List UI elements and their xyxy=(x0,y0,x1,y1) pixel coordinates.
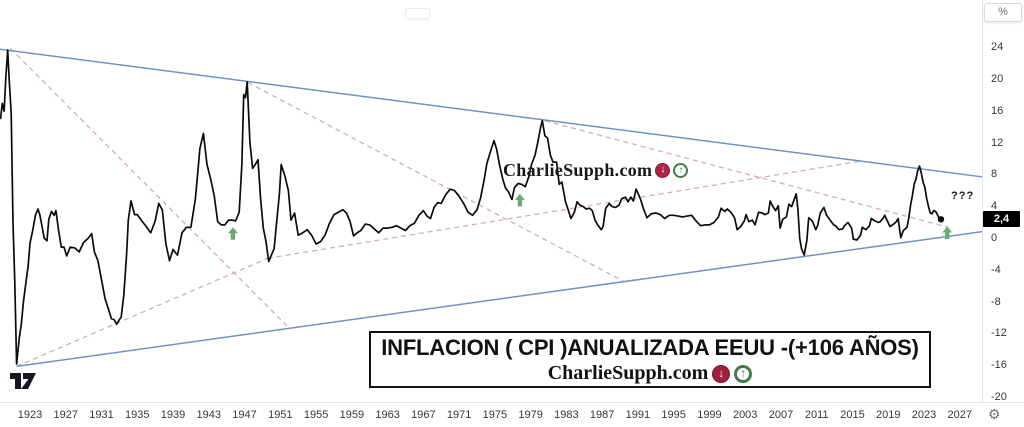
price-axis-tick: 8 xyxy=(991,168,998,181)
gear-icon[interactable]: ⚙ xyxy=(988,406,1001,422)
time-axis-tick: 1963 xyxy=(375,409,400,421)
red-down-arrow-icon: ↓ xyxy=(712,364,731,383)
fan-trendline-dashed xyxy=(247,82,624,282)
green-up-arrow-icon: ↑ xyxy=(734,364,753,383)
price-axis-tick: 0 xyxy=(991,231,998,244)
time-axis-tick: 2023 xyxy=(911,409,937,421)
fan-trendline-dashed xyxy=(544,120,949,228)
green-up-arrow-marker xyxy=(514,193,525,207)
price-axis-tick: -8 xyxy=(991,295,1001,308)
price-axis-tick: 16 xyxy=(991,104,1004,117)
time-axis-tick: 2007 xyxy=(768,409,794,421)
time-axis-tick: 2003 xyxy=(732,409,758,421)
time-axis-tick: 1943 xyxy=(196,409,222,421)
percent-scale-button[interactable]: % xyxy=(984,3,1022,22)
time-axis-tick: 1923 xyxy=(17,409,43,421)
time-axis-tick: 1995 xyxy=(661,409,686,421)
chart-title-box[interactable]: INFLACION ( CPI )ANUALIZADA EEUU -(+106 … xyxy=(369,331,931,388)
price-axis-tick: 4 xyxy=(991,200,998,213)
time-axis-tick: 1947 xyxy=(232,409,257,421)
price-axis-tick: 12 xyxy=(991,136,1004,149)
red-down-arrow-icon: ↓ xyxy=(655,163,671,178)
time-axis-tick: 1979 xyxy=(518,409,543,421)
price-axis-tick: -20 xyxy=(991,390,1007,403)
price-axis-tick: -4 xyxy=(991,263,1001,276)
cpi-series-line xyxy=(0,49,942,365)
green-up-arrow-marker xyxy=(942,226,953,239)
chart-title-text: INFLACION ( CPI )ANUALIZADA EEUU -(+106 … xyxy=(381,335,919,360)
time-axis[interactable]: 1923 1927 1931 1935 1939 1943 1947 1951 1955 1959… xyxy=(0,402,1024,427)
time-axis-tick: 1987 xyxy=(589,409,615,421)
tradingview-logo-icon[interactable] xyxy=(10,372,37,390)
fan-trendline-dashed xyxy=(9,47,291,330)
time-axis-tick: 1983 xyxy=(554,409,579,421)
green-up-arrow-icon: ↑ xyxy=(673,163,689,178)
title-watermark-text: CharlieSupph.com xyxy=(547,362,709,384)
time-axis-tick: 1975 xyxy=(482,409,508,421)
time-axis-tick: 1931 xyxy=(89,409,114,421)
time-axis-tick: 1951 xyxy=(268,409,293,421)
watermark-text: CharlieSupph.com xyxy=(503,160,653,180)
time-axis-tick: 2027 xyxy=(947,409,972,421)
time-axis-tick: 2015 xyxy=(840,409,865,421)
last-price-label: 2,4 xyxy=(983,211,1020,228)
price-axis-tick: -12 xyxy=(991,327,1007,340)
time-axis-tick: 1955 xyxy=(303,409,329,421)
time-axis-tick: 1959 xyxy=(339,409,365,421)
time-axis-tick: 1991 xyxy=(625,409,651,421)
time-axis-tick: 1935 xyxy=(125,409,150,421)
time-axis-tick: 1967 xyxy=(411,409,436,421)
upper-resistance-line xyxy=(0,48,985,178)
time-axis-tick: 2019 xyxy=(875,409,901,421)
lower-support-line xyxy=(16,230,985,368)
price-axis[interactable]: 24 20 16 12 8 4 0 -4 -8 -12 -16 -20 xyxy=(982,0,1024,403)
time-axis-tick: 1971 xyxy=(446,409,472,421)
time-axis-tick: 2011 xyxy=(804,409,829,421)
time-axis-tick: 1939 xyxy=(160,409,186,421)
fan-trendline-dashed xyxy=(16,257,269,367)
price-axis-tick: 20 xyxy=(991,72,1004,85)
time-axis-tick: 1927 xyxy=(53,409,78,421)
price-axis-tick: 24 xyxy=(991,41,1004,54)
chart-watermark[interactable]: CharlieSupph.com ↓ ↑ xyxy=(503,160,689,181)
time-axis-tick: 1999 xyxy=(697,409,722,421)
question-marks-annotation[interactable]: ??? xyxy=(951,190,975,202)
floating-toolbar-fragment xyxy=(405,8,430,19)
green-up-arrow-marker xyxy=(227,227,238,240)
price-axis-tick: -16 xyxy=(991,359,1007,372)
last-value-dot xyxy=(937,216,945,223)
fan-trendline-dashed xyxy=(267,160,860,259)
